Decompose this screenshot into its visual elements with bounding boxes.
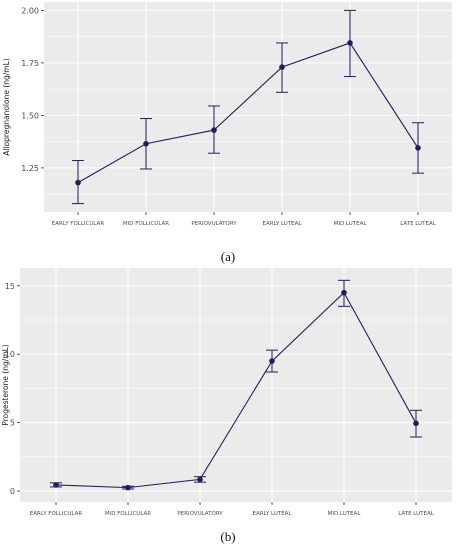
y-tick-label: 1.25 [21, 164, 39, 173]
data-point [269, 358, 275, 364]
y-axis-label: Progesterone (ng/mL) [1, 344, 10, 425]
series-line [77, 42, 419, 184]
data-point [53, 482, 59, 488]
x-tick-label: PERIOVULATORY [177, 511, 223, 517]
plot-background [20, 268, 452, 502]
x-tick-label: MID FOLLICULAR [123, 221, 169, 227]
x-tick-label: EARLY LUTEAL [253, 511, 293, 517]
data-point [143, 140, 149, 147]
data-point [279, 64, 285, 70]
x-tick-label: PERIOVULATORY [191, 221, 237, 227]
x-tick-label: MID LUTEAL [328, 511, 362, 517]
chart-panel-b: 0 5 10 15 EARLY FOLLICULAR MID FOLLICULAR PERI… [1, 268, 452, 544]
chart-panel-a: 1.25 1.50 1.75 2.00 EARLY FOLLICULAR MID FOLL… [2, 2, 452, 264]
x-tick-label: EARLY LUTEAL [263, 221, 303, 227]
data-point [341, 289, 347, 296]
y-tick-label: 2.00 [21, 6, 39, 15]
data-point [413, 420, 419, 427]
y-tick-label: 1.75 [21, 59, 39, 68]
y-tick-label: 10 [5, 350, 15, 359]
x-tick-label: LATE LUTEAL [400, 221, 437, 227]
series-line [55, 291, 417, 489]
plot-background [44, 2, 452, 212]
y-axis-label: Allopregnanolone (ng/mL) [2, 58, 11, 156]
y-tick-label: 1.50 [21, 111, 39, 120]
x-tick-label: EARLY FOLLICULAR [52, 221, 105, 227]
data-point [197, 476, 203, 483]
data-point [347, 40, 353, 46]
y-tick-label: 5 [10, 419, 15, 428]
data-point [415, 145, 421, 151]
x-tick-label: LATE LUTEAL [398, 511, 435, 517]
y-tick-label: 0 [10, 487, 15, 496]
x-tick-label: MID LUTEAL [334, 221, 368, 227]
figure-caption: (a) [221, 249, 235, 264]
y-tick-label: 15 [5, 282, 15, 291]
x-tick-label: EARLY FOLLICULAR [30, 511, 83, 517]
x-tick-label: MID FOLLICULAR [105, 511, 151, 517]
data-point [125, 484, 131, 491]
data-point [211, 127, 217, 133]
data-point [75, 179, 81, 186]
figure-caption: (b) [220, 529, 235, 544]
